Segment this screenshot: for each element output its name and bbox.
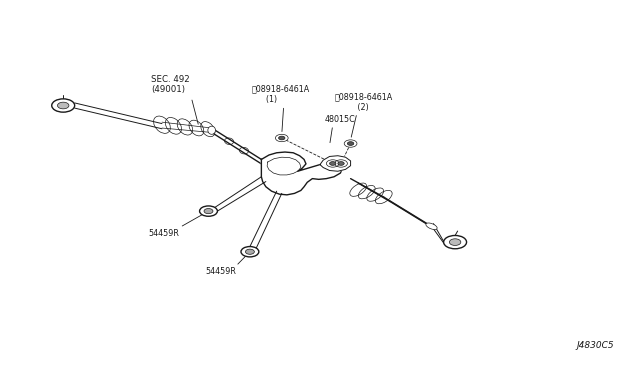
Circle shape (246, 249, 254, 254)
Circle shape (338, 161, 344, 165)
Text: 48015C: 48015C (325, 115, 356, 124)
Text: ⓝ08918-6461A
      (1): ⓝ08918-6461A (1) (251, 85, 309, 104)
Text: SEC. 492
(49001): SEC. 492 (49001) (151, 75, 190, 94)
Polygon shape (261, 152, 342, 195)
Text: 54459R: 54459R (148, 229, 179, 238)
Circle shape (278, 136, 285, 140)
Circle shape (344, 140, 357, 147)
Circle shape (52, 99, 75, 112)
Circle shape (330, 161, 336, 165)
Circle shape (58, 102, 69, 109)
Text: 54459R: 54459R (205, 267, 236, 276)
Circle shape (275, 134, 288, 142)
Circle shape (449, 239, 461, 246)
Circle shape (241, 247, 259, 257)
Ellipse shape (426, 223, 437, 230)
Ellipse shape (208, 126, 216, 134)
Text: ⓝ08918-6461A
         (2): ⓝ08918-6461A (2) (335, 93, 393, 112)
Circle shape (444, 235, 467, 249)
Circle shape (204, 209, 213, 214)
Circle shape (348, 142, 354, 145)
Circle shape (200, 206, 218, 216)
Polygon shape (320, 156, 351, 171)
Text: J4830C5: J4830C5 (577, 341, 614, 350)
